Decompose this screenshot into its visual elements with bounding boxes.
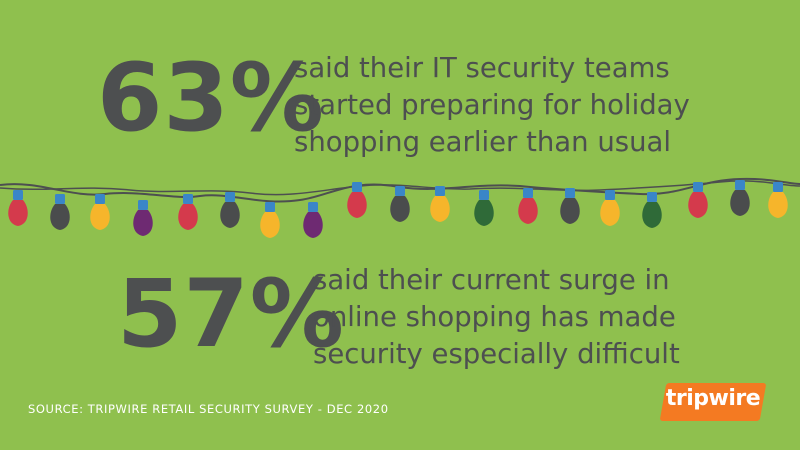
bulb-cap xyxy=(773,182,783,192)
bulb-cap xyxy=(735,180,745,190)
light-bulb xyxy=(303,202,323,238)
bulb-glass xyxy=(303,212,323,238)
light-bulb xyxy=(178,194,198,230)
source-citation: SOURCE: TRIPWIRE RETAIL SECURITY SURVEY … xyxy=(28,402,389,416)
bulb-cap xyxy=(352,182,362,192)
bulb-cap xyxy=(183,194,193,204)
stat-2-line-3: security especially difficult xyxy=(313,338,680,370)
bulb-cap xyxy=(265,202,275,212)
light-bulb xyxy=(260,202,280,238)
bulb-glass xyxy=(347,192,367,218)
light-bulb xyxy=(642,192,662,228)
light-bulb xyxy=(768,182,788,218)
logo-text: tripwire xyxy=(665,386,761,411)
bulb-glass xyxy=(90,204,110,230)
bulb-cap xyxy=(395,186,405,196)
bulb-cap xyxy=(479,190,489,200)
light-bulb xyxy=(474,190,494,226)
bulb-cap xyxy=(95,194,105,204)
bulb-glass xyxy=(390,196,410,222)
bulb-glass xyxy=(430,196,450,222)
bulb-cap xyxy=(55,194,65,204)
stat-1-line-3: shopping earlier than usual xyxy=(294,126,671,158)
light-bulb xyxy=(50,194,70,230)
light-bulb xyxy=(730,180,750,216)
light-bulb xyxy=(8,190,28,226)
bulb-glass xyxy=(642,202,662,228)
bulb-glass xyxy=(220,202,240,228)
bulb-cap xyxy=(693,182,703,192)
bulb-cap xyxy=(435,186,445,196)
bulb-cap xyxy=(647,192,657,202)
stat-1-line-1: said their IT security teams xyxy=(294,52,670,84)
stat-2-line-1: said their current surge in xyxy=(313,264,670,296)
bulb-glass xyxy=(178,204,198,230)
bulb-cap xyxy=(13,190,23,200)
light-bulb xyxy=(600,190,620,226)
bulb-cap xyxy=(308,202,318,212)
light-bulb xyxy=(430,186,450,222)
bulb-glass xyxy=(260,212,280,238)
bulb-cap xyxy=(565,188,575,198)
bulb-glass xyxy=(600,200,620,226)
stat-percent-2: 57% xyxy=(117,260,345,369)
stat-2-line-2: online shopping has made xyxy=(313,301,676,333)
bulb-glass xyxy=(768,192,788,218)
bulb-glass xyxy=(560,198,580,224)
bulbs xyxy=(8,180,788,238)
bulb-glass xyxy=(730,190,750,216)
bulb-glass xyxy=(8,200,28,226)
stat-description-1: said their IT security teams started pre… xyxy=(294,50,690,161)
light-bulb xyxy=(560,188,580,224)
bulb-glass xyxy=(518,198,538,224)
light-bulb xyxy=(90,194,110,230)
light-bulb xyxy=(133,200,153,236)
bulb-cap xyxy=(605,190,615,200)
light-bulb xyxy=(220,192,240,228)
stat-1-line-2: started preparing for holiday xyxy=(294,89,690,121)
light-bulb xyxy=(347,182,367,218)
stat-description-2: said their current surge in online shopp… xyxy=(313,262,680,373)
bulb-cap xyxy=(523,188,533,198)
light-bulb xyxy=(688,182,708,218)
stat-percent-1: 63% xyxy=(97,44,325,153)
tripwire-logo[interactable]: tripwire xyxy=(659,383,767,421)
bulb-glass xyxy=(133,210,153,236)
light-bulb xyxy=(390,186,410,222)
bulb-glass xyxy=(50,204,70,230)
bulb-glass xyxy=(688,192,708,218)
bulb-cap xyxy=(225,192,235,202)
bulb-glass xyxy=(474,200,494,226)
light-bulb xyxy=(518,188,538,224)
bulb-cap xyxy=(138,200,148,210)
